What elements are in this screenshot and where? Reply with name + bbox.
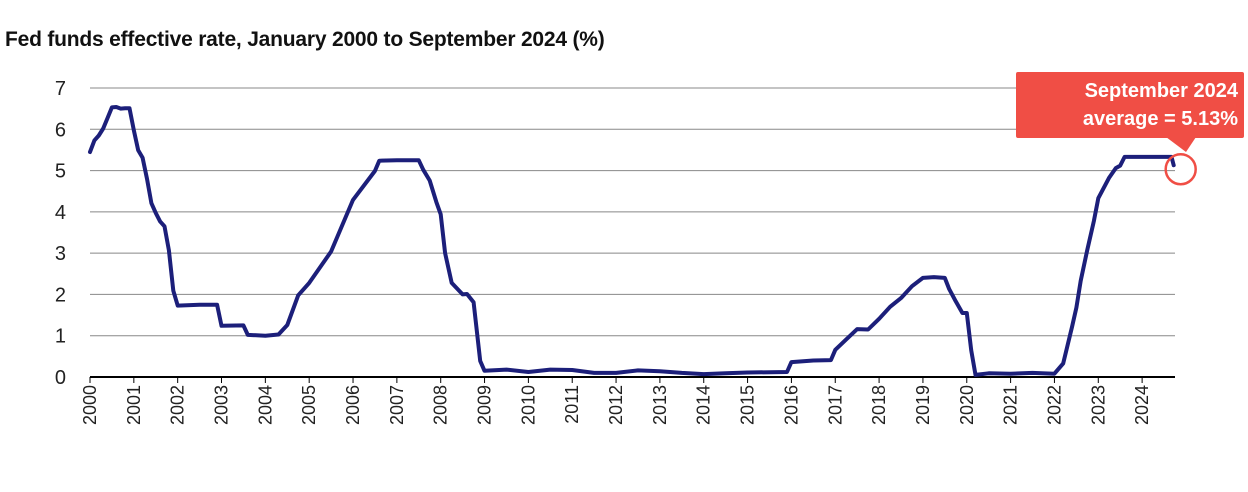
y-tick-label: 3: [55, 243, 66, 265]
x-tick-label: 2015: [738, 385, 758, 425]
x-tick-label: 2005: [299, 385, 319, 425]
x-tick-label: 2007: [387, 385, 407, 425]
highlight-circle: [1164, 152, 1197, 186]
x-tick-label: 2017: [825, 385, 845, 425]
x-tick-label: 2011: [562, 385, 582, 424]
callout-pointer: [1166, 137, 1196, 152]
callout-box: [1016, 72, 1244, 138]
x-tick-label: 2002: [168, 385, 188, 425]
x-tick-label: 2019: [913, 385, 933, 425]
gridlines: [90, 87, 1175, 337]
x-tick-label: 2020: [957, 385, 977, 425]
x-tick-label: 2024: [1132, 385, 1152, 425]
x-tick-label: 2018: [869, 385, 889, 425]
x-tick-label: 2000: [80, 385, 100, 425]
x-tick-label: 2022: [1044, 385, 1064, 425]
x-tick-label: 2016: [781, 385, 801, 425]
y-tick-label: 7: [55, 78, 66, 100]
x-tick-label: 2003: [212, 385, 232, 425]
callout-label: September 2024 average = 5.13%: [1016, 77, 1238, 133]
x-tick-label: 2013: [650, 385, 670, 425]
x-tick-label: 2023: [1088, 385, 1108, 425]
y-tick-label: 6: [55, 119, 66, 141]
x-tick-label: 2014: [694, 385, 714, 425]
series-line: [88, 105, 1176, 377]
x-tick-label: 2006: [343, 385, 363, 425]
callout-line-2: average = 5.13%: [1082, 108, 1238, 130]
y-tick-label: 1: [55, 326, 66, 348]
x-tick-label: 2009: [475, 385, 495, 425]
x-tick-label: 2001: [124, 385, 144, 425]
y-tick-label: 4: [55, 202, 66, 224]
y-tick-label: 5: [55, 161, 66, 183]
x-tick-label: 2004: [255, 385, 275, 425]
y-axis-ticks: 0 1 2 3 4 5 6 7: [55, 78, 66, 389]
y-tick-label: 0: [55, 367, 66, 389]
x-tick-label: 2008: [431, 385, 451, 425]
chart-title: Fed funds effective rate, January 2000 t…: [5, 28, 605, 51]
x-tick-label: 2012: [606, 385, 626, 425]
x-axis-ticks: 2000 2001 2002 2003 2004 2005 2006 2007 2008 2009…: [80, 377, 1152, 425]
callout-line-1: September 2024: [1084, 80, 1238, 102]
x-tick-label: 2010: [518, 385, 538, 425]
y-tick-label: 2: [55, 284, 66, 306]
x-tick-label: 2021: [1001, 385, 1021, 425]
